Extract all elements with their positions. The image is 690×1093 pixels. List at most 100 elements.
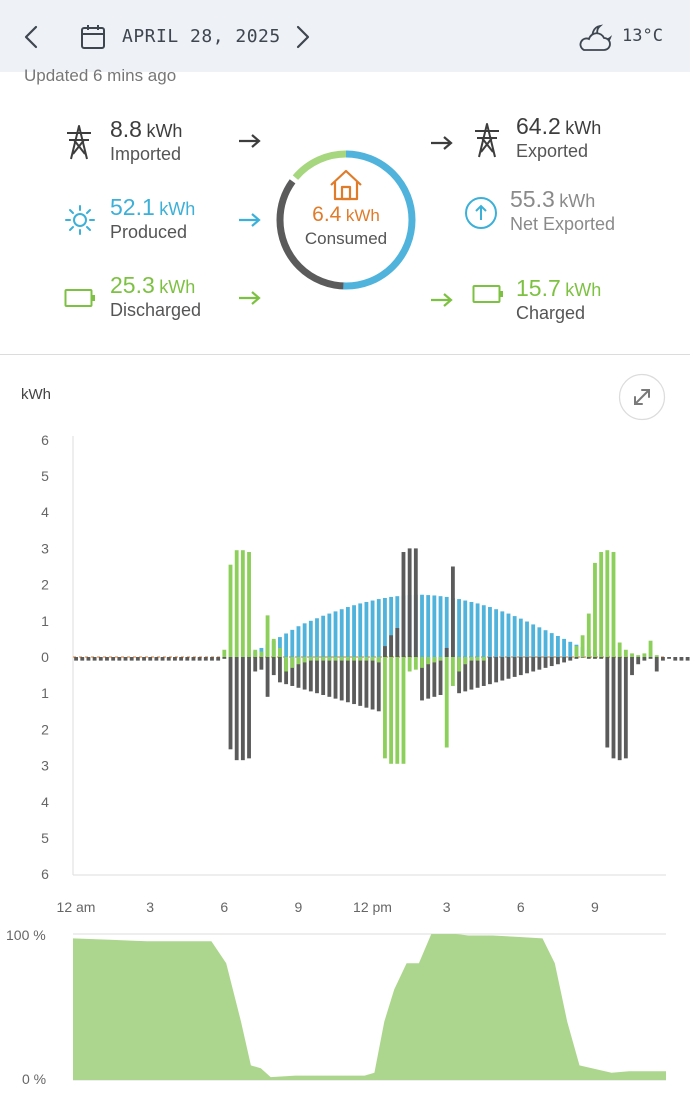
chart-bar <box>333 611 338 657</box>
chart-bar <box>290 657 295 686</box>
date-header: APRIL 28, 2025 13°C <box>0 0 690 72</box>
chart-bar <box>395 628 400 657</box>
sun-icon <box>65 205 95 235</box>
chart-bar <box>296 626 301 657</box>
chart-bar <box>654 655 659 657</box>
chart-bar <box>117 657 122 661</box>
chart-bar <box>339 609 344 657</box>
chart-bar <box>315 657 319 661</box>
chart-bar <box>302 623 307 657</box>
chart-bar <box>654 657 659 672</box>
chart-bar <box>438 657 443 696</box>
y-tick-label: 1 <box>41 685 49 701</box>
chart-bar <box>389 657 394 764</box>
chart-bar <box>327 613 332 657</box>
exported-value: 64.2 <box>516 113 561 139</box>
energy-bar-chart: 6 5 4 3 2 1 0 1 2 3 4 5 6 12 am 3 6 9 12 pm 3 6 9 <box>41 432 690 915</box>
chart-bar <box>537 657 542 670</box>
chart-bar <box>333 657 338 699</box>
chart-bar <box>339 657 344 701</box>
chart-bar <box>284 633 289 657</box>
calendar-icon[interactable] <box>80 24 106 50</box>
chart-bar <box>173 657 177 661</box>
consumed-stat: 6.4 kWh Consumed <box>278 168 414 249</box>
y-tick-label: 0 % <box>22 1071 46 1087</box>
chart-bar <box>543 657 548 668</box>
chart-bar <box>481 605 486 657</box>
chart-bar <box>290 657 295 668</box>
chevron-left-icon[interactable] <box>18 22 46 52</box>
exported-label: Exported <box>516 141 589 161</box>
ring-segment-solar <box>276 150 416 290</box>
chart-bar <box>648 657 653 659</box>
chart-bar <box>636 657 641 665</box>
chart-bar <box>315 657 319 694</box>
y-tick-label: 2 <box>41 577 49 593</box>
chart-bar <box>240 657 245 761</box>
chart-bar <box>481 657 486 661</box>
chart-bar <box>407 657 412 672</box>
chart-bar <box>265 615 270 657</box>
y-tick-label: 0 <box>41 649 49 665</box>
power-tower-icon <box>475 123 499 158</box>
chart-bar <box>555 657 560 665</box>
chart-bar <box>302 657 307 663</box>
battery-icon <box>64 289 95 307</box>
chart-bar <box>154 657 159 661</box>
chart-bar <box>469 657 474 690</box>
chart-bar <box>358 657 363 661</box>
chart-bar <box>630 657 634 676</box>
chart-bar <box>426 657 431 699</box>
consumption-ring <box>276 150 416 290</box>
arrow-right-icon <box>239 213 261 227</box>
exported-unit: kWh <box>565 118 602 138</box>
x-tick-label: 6 <box>517 899 525 915</box>
chart-bar <box>327 657 332 697</box>
net-exported-label: Net Exported <box>510 214 616 234</box>
chart-bar <box>370 600 375 657</box>
chart-bar <box>315 618 319 657</box>
chart-bar <box>364 657 369 708</box>
chart-bar <box>259 657 264 670</box>
chart-bar <box>642 653 647 657</box>
chart-bar <box>432 595 437 657</box>
chart-bar <box>376 599 381 657</box>
y-tick-label: 6 <box>41 432 49 448</box>
chart-bar <box>636 655 641 657</box>
chart-bar <box>197 657 202 661</box>
discharged-value: 25.3 <box>110 272 155 298</box>
chart-bar <box>203 657 208 661</box>
chart-bar <box>463 657 468 665</box>
chart-bar <box>611 657 616 759</box>
y-tick-label: 3 <box>41 758 49 774</box>
chart-bar <box>216 657 221 661</box>
chart-bar <box>661 657 665 661</box>
y-tick-label: 2 <box>41 721 49 737</box>
chart-bar <box>234 550 239 657</box>
chart-bar <box>599 657 604 659</box>
chart-bar <box>111 657 116 661</box>
expand-chart-button[interactable] <box>618 373 666 421</box>
chart-bar <box>426 595 431 657</box>
chart-bar <box>370 657 375 661</box>
chart-bar <box>142 657 146 661</box>
date-label[interactable]: APRIL 28, 2025 <box>122 26 281 47</box>
chevron-right-icon[interactable] <box>288 22 316 52</box>
imported-value: 8.8 <box>110 116 142 142</box>
section-divider <box>0 354 690 355</box>
exported-stat: 64.2 kWh Exported <box>516 113 601 162</box>
chart-bar <box>531 657 536 672</box>
chart-bar <box>574 646 579 657</box>
battery-level-area <box>73 934 666 1080</box>
x-tick-label: 9 <box>294 899 302 915</box>
chart-bar <box>549 633 554 657</box>
consumed-value: 6.4 <box>312 203 342 226</box>
chart-bar <box>222 657 227 659</box>
chart-bar <box>475 657 480 661</box>
chart-bar <box>74 657 78 661</box>
chart-bar <box>630 653 634 657</box>
arrow-right-icon <box>431 293 453 307</box>
chart-bar <box>648 640 653 657</box>
charged-stat: 15.7 kWh Charged <box>516 275 601 324</box>
charged-label: Charged <box>516 303 586 323</box>
